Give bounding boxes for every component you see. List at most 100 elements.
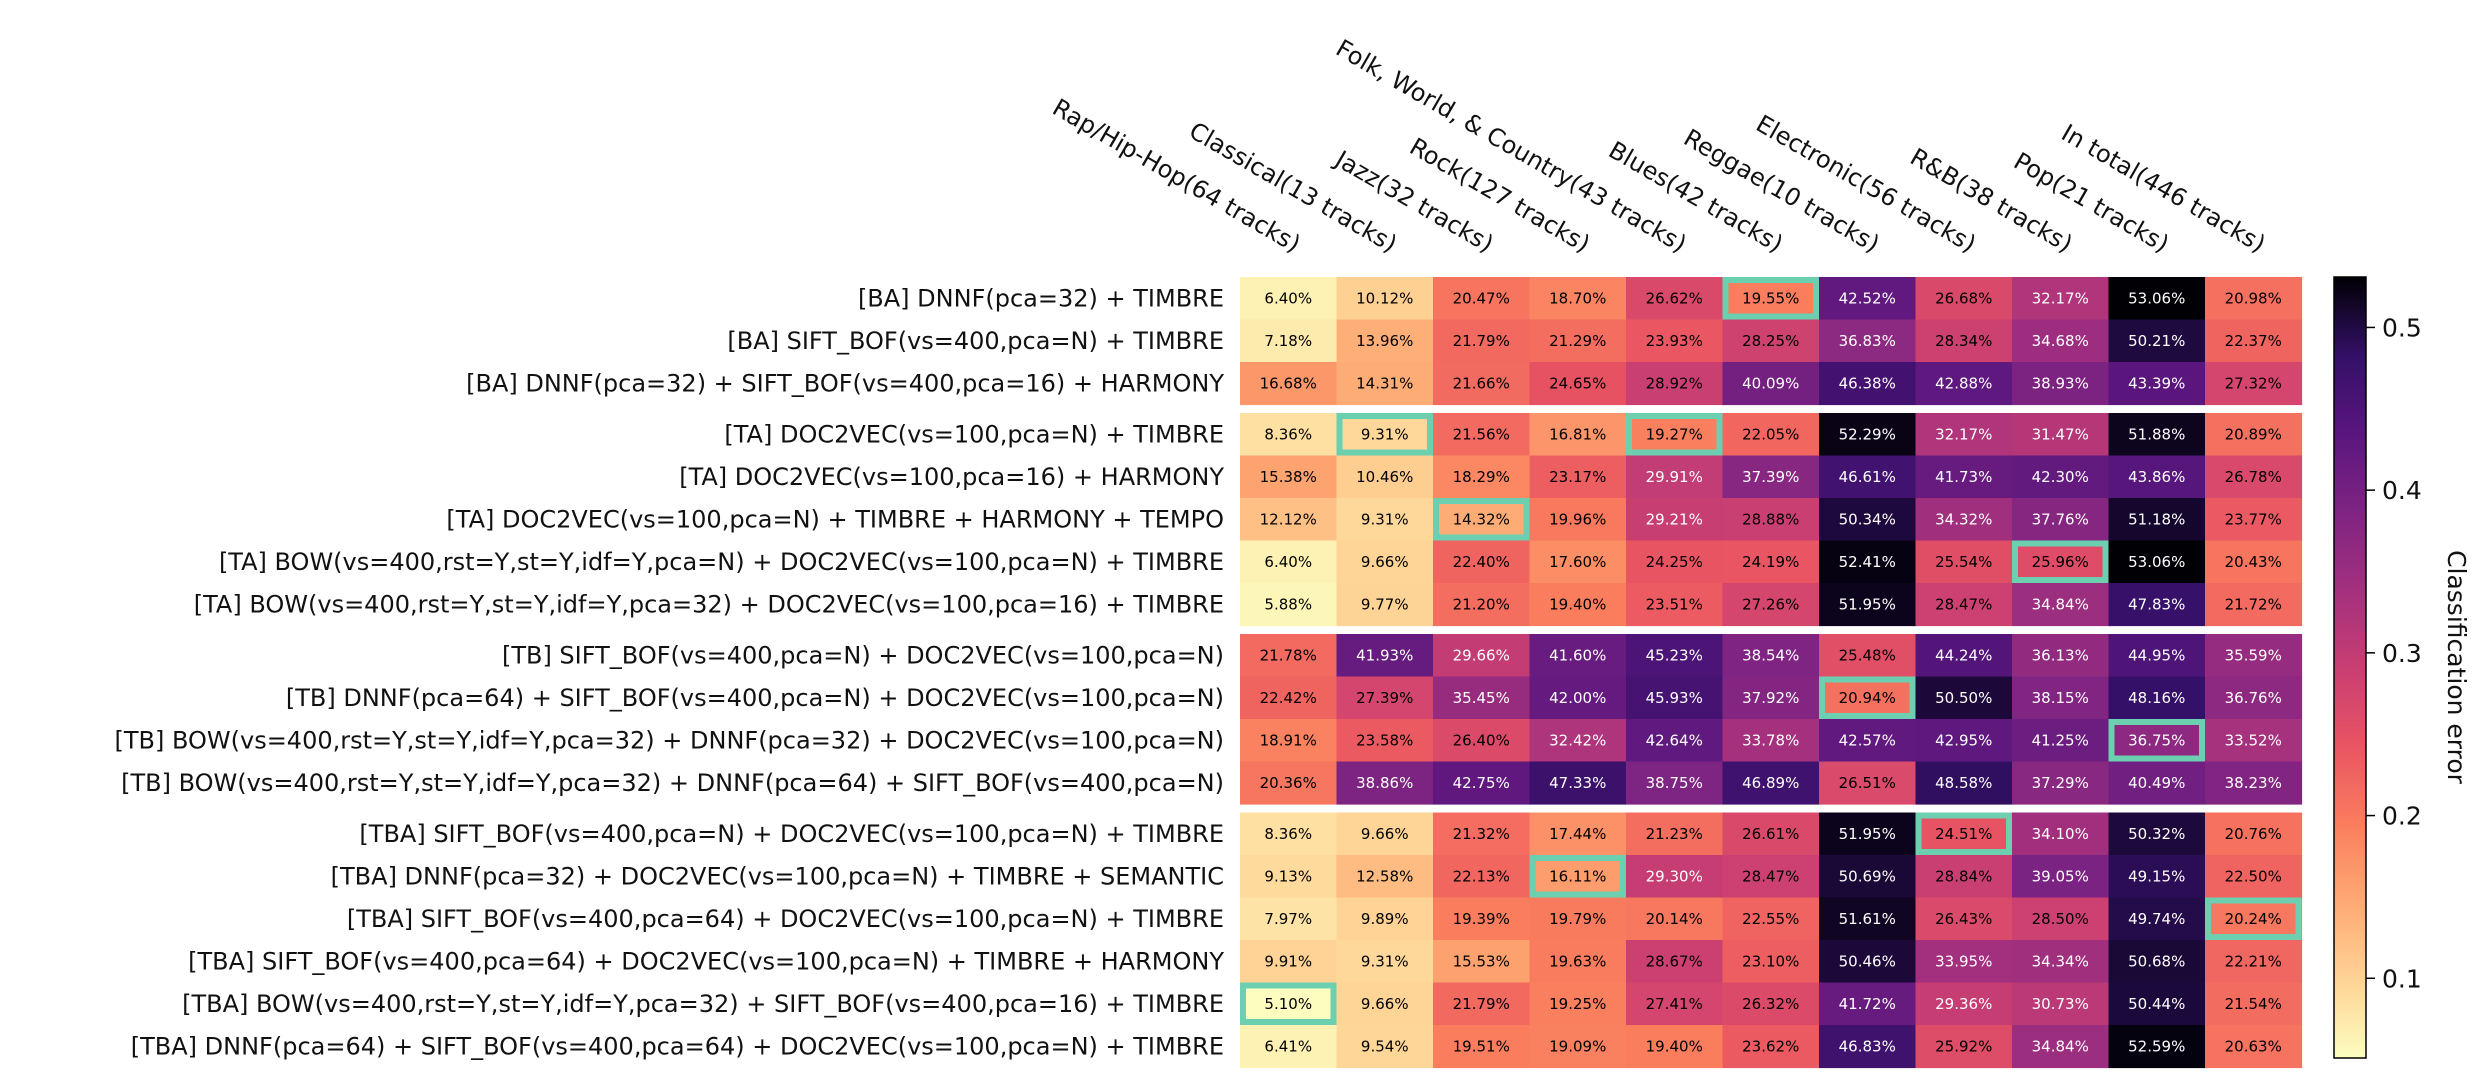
heatmap-cell-r7-c4 [1626,583,1724,627]
heatmap-cell-r16-c3 [1529,982,1627,1026]
cell-value-label: 34.84% [2032,595,2089,613]
cell-value-label: 42.30% [2032,468,2089,486]
heatmap-cell-r11-c6 [1819,761,1917,805]
heatmap-cell-r2-c3 [1529,362,1627,406]
heatmap-cell-r6-c2 [1433,540,1531,584]
cell-value-label: 36.83% [1839,332,1896,350]
cell-value-label: 25.48% [1839,646,1896,664]
heatmap-cell-r8-c7 [1915,634,2013,678]
cell-value-label: 9.66% [1361,825,1409,843]
cell-value-label: 28.88% [1742,510,1799,528]
heatmap-cell-r12-c9 [2108,812,2206,856]
cell-value-label: 28.92% [1646,374,1703,392]
cell-value-label: 19.55% [1742,289,1799,307]
cell-value-label: 41.93% [1356,646,1413,664]
cell-value-label: 50.68% [2128,952,2185,970]
heatmap-cell-r14-c5 [1722,897,1820,941]
heatmap-cell-r3-c7 [1915,413,2013,457]
heatmap-cell-r5-c7 [1915,498,2013,542]
heatmap-cell-r12-c0 [1240,812,1338,856]
cell-value-label: 19.39% [1453,910,1510,928]
cell-value-label: 22.21% [2225,952,2282,970]
heatmap-cell-r2-c5 [1722,362,1820,406]
cell-value-label: 6.40% [1264,289,1312,307]
heatmap-cell-r4-c10 [2205,455,2303,499]
heatmap-cell-r3-c5 [1722,413,1820,457]
column-label-r-b-38-tracks: R&B(38 tracks) [1905,143,2077,258]
cell-value-label: 28.25% [1742,332,1799,350]
cell-value-label: 50.69% [1839,867,1896,885]
heatmap-cell-r1-c2 [1433,319,1531,363]
heatmap-cell-r13-c8 [2012,855,2110,899]
cell-value-label: 19.79% [1549,910,1606,928]
cell-value-label: 39.05% [2032,867,2089,885]
cell-value-label: 33.52% [2225,731,2282,749]
cell-value-label: 44.24% [1935,646,1992,664]
heatmap-cell-r15-c10 [2205,940,2303,984]
heatmap-cell-r6-c1 [1336,540,1434,584]
cell-value-label: 25.96% [2032,553,2089,571]
cell-value-label: 22.40% [1453,553,1510,571]
cell-value-label: 9.31% [1361,425,1409,443]
cell-value-label: 37.29% [2032,774,2089,792]
cell-value-label: 5.10% [1264,995,1312,1013]
cell-value-label: 29.36% [1935,995,1992,1013]
heatmap-cell-r9-c5 [1722,676,1820,720]
heatmap-cell-r8-c6 [1819,634,1917,678]
cell-value-label: 19.27% [1646,425,1703,443]
cell-value-label: 14.32% [1453,510,1510,528]
heatmap-cell-r15-c0 [1240,940,1338,984]
cell-value-label: 28.34% [1935,332,1992,350]
heatmap-cell-r17-c9 [2108,1025,2206,1069]
cell-value-label: 33.78% [1742,731,1799,749]
heatmap-cell-r9-c3 [1529,676,1627,720]
cell-value-label: 43.86% [2128,468,2185,486]
cell-value-label: 28.50% [2032,910,2089,928]
cell-value-label: 29.66% [1453,646,1510,664]
cell-value-label: 25.54% [1935,553,1992,571]
heatmap-cell-r2-c1 [1336,362,1434,406]
heatmap-cell-r8-c3 [1529,634,1627,678]
heatmap-cell-r2-c4 [1626,362,1724,406]
heatmap-cell-r12-c5 [1722,812,1820,856]
heatmap-cell-r3-c8 [2012,413,2110,457]
cell-value-label: 18.91% [1260,731,1317,749]
heatmap-cell-r10-c9 [2108,719,2206,763]
cell-value-label: 26.40% [1453,731,1510,749]
cell-value-label: 53.06% [2128,553,2185,571]
cell-value-label: 22.05% [1742,425,1799,443]
cell-value-label: 36.76% [2225,689,2282,707]
heatmap-cell-r4-c2 [1433,455,1531,499]
cell-value-label: 24.65% [1549,374,1606,392]
heatmap-cell-r7-c1 [1336,583,1434,627]
cell-value-label: 28.67% [1646,952,1703,970]
cell-value-label: 46.38% [1839,374,1896,392]
heatmap-cell-r12-c7 [1915,812,2013,856]
heatmap-cell-r9-c0 [1240,676,1338,720]
row-label-17: [TBA] DNNF(pca=64) + SIFT_BOF(vs=400,pca… [131,1032,1224,1060]
heatmap-cell-r2-c9 [2108,362,2206,406]
heatmap-cell-r0-c7 [1915,277,2013,321]
cell-value-label: 19.25% [1549,995,1606,1013]
heatmap-cell-r6-c7 [1915,540,2013,584]
cell-value-label: 29.21% [1646,510,1703,528]
heatmap-cell-r3-c1 [1336,413,1434,457]
heatmap-cell-r6-c5 [1722,540,1820,584]
cell-value-label: 5.88% [1264,595,1312,613]
row-label-4: [TA] DOC2VEC(vs=100,pca=16) + HARMONY [679,463,1224,491]
cell-value-label: 23.17% [1549,468,1606,486]
heatmap-cell-r14-c0 [1240,897,1338,941]
cell-value-label: 38.86% [1356,774,1413,792]
cell-value-label: 22.50% [2225,867,2282,885]
cell-value-label: 51.61% [1839,910,1896,928]
heatmap-cell-r0-c2 [1433,277,1531,321]
heatmap-cell-r14-c9 [2108,897,2206,941]
heatmap-cell-r11-c7 [1915,761,2013,805]
heatmap-cell-r7-c6 [1819,583,1917,627]
cell-value-label: 17.44% [1549,825,1606,843]
cell-value-label: 52.29% [1839,425,1896,443]
cell-value-label: 8.36% [1264,425,1312,443]
heatmap-cell-r1-c5 [1722,319,1820,363]
cell-value-label: 26.43% [1935,910,1992,928]
heatmap-cell-r4-c4 [1626,455,1724,499]
